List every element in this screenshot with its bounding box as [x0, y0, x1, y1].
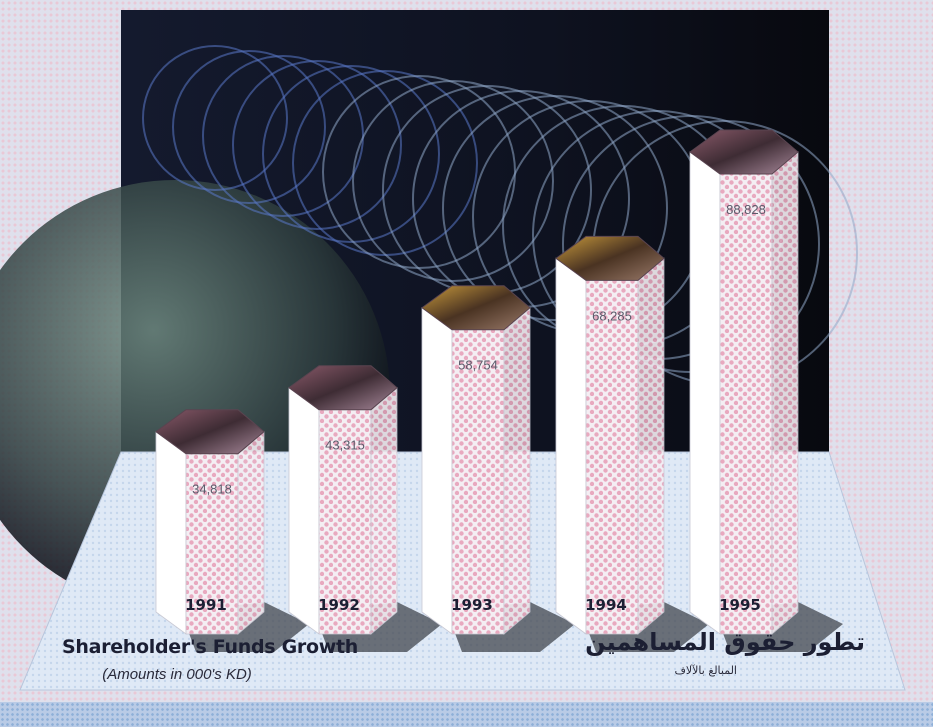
column-face-left: [555, 257, 587, 635]
column-bar: 68,285 1994: [555, 235, 665, 635]
value-label: 88,828: [726, 202, 766, 217]
column-bar: 58,754 1993: [421, 285, 531, 635]
column-face-left: [421, 306, 453, 635]
category-label: 1995: [719, 596, 761, 614]
column-cap: [689, 129, 799, 175]
category-label: 1991: [185, 596, 227, 614]
category-label: 1992: [318, 596, 360, 614]
chart-title: Shareholder's Funds Growth: [62, 636, 358, 658]
column-face-right: [771, 151, 799, 635]
value-label: 43,315: [325, 438, 365, 453]
column-face-right: [370, 386, 398, 635]
value-label: 68,285: [592, 308, 632, 323]
column-bar: 34,818 1991: [155, 409, 265, 635]
backdrop-ring: [232, 60, 402, 230]
columns-group: 34,818 1991 43,315 1992 58,754 1993 68,285 1994…: [155, 129, 799, 635]
column-cap: [288, 365, 398, 411]
backdrop-ring: [172, 50, 326, 204]
column-cap: [155, 409, 265, 455]
chart-subtitle-arabic: المبالغ بالآلاف: [674, 664, 737, 677]
column-bar: 88,828 1995: [689, 129, 799, 635]
bottom-strip: [0, 702, 933, 727]
backdrop-ring: [352, 80, 554, 282]
chart-subtitle: (Amounts in 000's KD): [102, 666, 252, 683]
column-face-left: [288, 386, 320, 635]
chart-title-arabic: تطور حقوق المساهمين: [585, 628, 865, 656]
column-face-left: [689, 151, 721, 635]
column-face-front: [451, 329, 505, 635]
column-face-left: [155, 430, 187, 635]
backdrop-ring: [262, 65, 440, 243]
value-label: 58,754: [458, 358, 498, 373]
column-cap: [555, 235, 665, 281]
column-face-right: [503, 306, 531, 635]
value-label: 34,818: [192, 482, 232, 497]
column-cap: [421, 285, 531, 331]
backdrop-ring: [142, 45, 288, 191]
column-face-right: [237, 430, 265, 635]
column-face-right: [637, 257, 665, 635]
backdrop-ring: [442, 95, 668, 321]
category-label: 1993: [451, 596, 493, 614]
column-face-front: [585, 279, 639, 635]
column-face-front: [719, 173, 773, 635]
category-label: 1994: [585, 596, 627, 614]
column-bar: 43,315 1992: [288, 365, 398, 635]
